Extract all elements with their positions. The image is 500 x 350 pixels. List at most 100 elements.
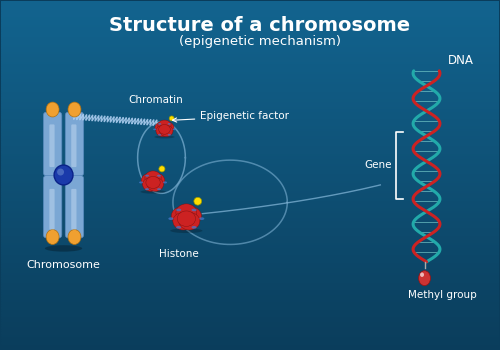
Bar bbox=[2, 294, 498, 296]
Bar bbox=[2, 230, 498, 232]
Ellipse shape bbox=[156, 125, 169, 136]
Bar bbox=[2, 207, 498, 210]
Bar bbox=[2, 239, 498, 242]
Bar bbox=[2, 158, 498, 160]
Bar bbox=[2, 331, 498, 334]
Bar bbox=[2, 301, 498, 304]
Ellipse shape bbox=[155, 122, 169, 134]
Bar bbox=[2, 227, 498, 230]
Bar bbox=[2, 237, 498, 239]
Bar bbox=[2, 83, 498, 86]
Bar bbox=[2, 296, 498, 299]
Ellipse shape bbox=[46, 102, 59, 117]
Bar bbox=[2, 19, 498, 21]
Ellipse shape bbox=[176, 209, 181, 211]
Bar bbox=[2, 61, 498, 63]
Bar bbox=[2, 326, 498, 329]
Bar bbox=[2, 153, 498, 155]
Bar bbox=[2, 9, 498, 11]
Bar bbox=[2, 175, 498, 177]
Bar bbox=[2, 197, 498, 200]
Bar bbox=[2, 168, 498, 170]
Bar bbox=[2, 148, 498, 150]
Bar bbox=[2, 106, 498, 108]
Bar bbox=[2, 282, 498, 284]
Bar bbox=[2, 100, 498, 103]
Bar bbox=[2, 262, 498, 264]
Bar bbox=[2, 86, 498, 88]
Bar bbox=[2, 56, 498, 58]
Ellipse shape bbox=[160, 122, 174, 134]
Bar bbox=[2, 120, 498, 123]
Ellipse shape bbox=[168, 123, 171, 125]
FancyBboxPatch shape bbox=[50, 189, 54, 230]
Ellipse shape bbox=[145, 188, 149, 190]
Bar bbox=[2, 309, 498, 312]
Bar bbox=[2, 155, 498, 158]
Text: Chromatin: Chromatin bbox=[128, 94, 183, 105]
Ellipse shape bbox=[142, 173, 159, 188]
Bar bbox=[2, 125, 498, 128]
Bar bbox=[2, 180, 498, 182]
Bar bbox=[2, 264, 498, 267]
Ellipse shape bbox=[176, 204, 197, 222]
Bar bbox=[2, 11, 498, 14]
Ellipse shape bbox=[158, 125, 170, 134]
Bar bbox=[2, 200, 498, 202]
Bar bbox=[2, 307, 498, 309]
Bar bbox=[2, 324, 498, 326]
Bar bbox=[2, 217, 498, 220]
Bar bbox=[2, 170, 498, 173]
Ellipse shape bbox=[157, 175, 161, 177]
Bar bbox=[2, 98, 498, 100]
Ellipse shape bbox=[139, 181, 143, 183]
Bar bbox=[2, 279, 498, 282]
Bar bbox=[2, 123, 498, 125]
FancyBboxPatch shape bbox=[66, 112, 84, 176]
Bar bbox=[2, 225, 498, 227]
Ellipse shape bbox=[157, 188, 161, 190]
Bar bbox=[2, 212, 498, 215]
Bar bbox=[2, 193, 498, 195]
Bar bbox=[2, 346, 498, 349]
Ellipse shape bbox=[142, 177, 159, 191]
Bar bbox=[2, 165, 498, 168]
Bar bbox=[2, 111, 498, 113]
Bar bbox=[2, 234, 498, 237]
Ellipse shape bbox=[179, 206, 202, 225]
Bar bbox=[2, 182, 498, 185]
Text: Structure of a chromosome: Structure of a chromosome bbox=[110, 16, 410, 35]
Ellipse shape bbox=[159, 166, 165, 172]
Bar bbox=[2, 160, 498, 163]
Bar bbox=[2, 91, 498, 93]
Text: (epigenetic mechanism): (epigenetic mechanism) bbox=[179, 35, 341, 48]
Bar bbox=[2, 51, 498, 54]
Ellipse shape bbox=[57, 169, 64, 175]
Bar bbox=[2, 133, 498, 135]
Bar bbox=[2, 103, 498, 106]
Bar bbox=[2, 269, 498, 272]
Bar bbox=[2, 299, 498, 301]
Ellipse shape bbox=[145, 171, 161, 184]
Bar bbox=[2, 267, 498, 269]
Ellipse shape bbox=[176, 226, 181, 229]
Bar bbox=[2, 68, 498, 71]
Bar bbox=[2, 143, 498, 145]
Bar bbox=[2, 232, 498, 234]
FancyBboxPatch shape bbox=[71, 124, 76, 167]
FancyBboxPatch shape bbox=[44, 112, 62, 176]
Bar bbox=[2, 21, 498, 24]
Bar bbox=[2, 314, 498, 316]
Bar bbox=[2, 4, 498, 6]
Bar bbox=[2, 274, 498, 277]
Bar bbox=[2, 312, 498, 314]
Bar bbox=[2, 49, 498, 51]
Ellipse shape bbox=[154, 135, 174, 139]
Bar bbox=[2, 41, 498, 43]
Ellipse shape bbox=[68, 230, 81, 244]
Bar bbox=[2, 339, 498, 341]
Bar bbox=[2, 289, 498, 292]
Bar bbox=[2, 29, 498, 31]
Bar bbox=[2, 145, 498, 148]
Bar bbox=[2, 163, 498, 165]
